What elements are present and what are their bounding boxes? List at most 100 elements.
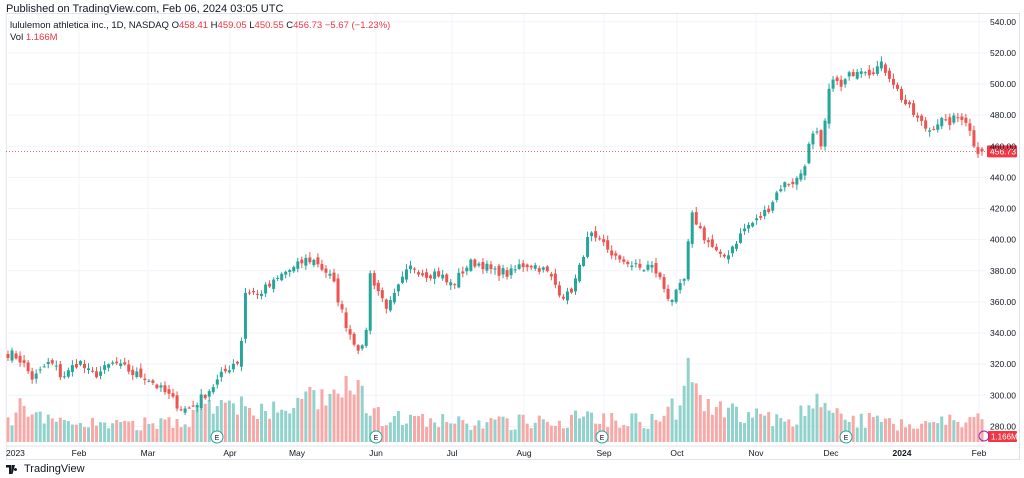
volume-bar bbox=[147, 423, 151, 442]
volume-bar bbox=[521, 414, 525, 442]
candle-body bbox=[666, 288, 670, 299]
candle-body bbox=[368, 273, 372, 331]
candle-body bbox=[380, 290, 384, 299]
candle-body bbox=[706, 240, 710, 243]
candle-body bbox=[545, 266, 549, 272]
legend-volume-label[interactable]: Vol bbox=[10, 32, 24, 43]
candle-body bbox=[26, 362, 30, 372]
candle-body bbox=[473, 259, 477, 267]
candle-body bbox=[630, 265, 634, 268]
candle-body bbox=[916, 115, 920, 118]
candle-body bbox=[730, 246, 734, 254]
candle-body bbox=[718, 251, 722, 254]
volume-bar bbox=[505, 418, 509, 442]
candle-body bbox=[360, 345, 364, 349]
volume-bar bbox=[417, 416, 421, 442]
candle-body bbox=[734, 243, 738, 249]
candle-body bbox=[408, 265, 412, 270]
volume-bar bbox=[537, 415, 541, 442]
candle-body bbox=[54, 365, 58, 367]
legend-close-value: 456.73 bbox=[293, 20, 323, 31]
volume-bar bbox=[517, 414, 521, 442]
volume-bar bbox=[392, 415, 396, 442]
candle-body bbox=[891, 78, 895, 85]
candle-body bbox=[851, 72, 855, 76]
candle-body bbox=[537, 268, 541, 272]
volume-bar bbox=[465, 423, 469, 442]
volume-bar bbox=[348, 390, 352, 442]
volume-bar bbox=[159, 418, 163, 442]
tradingview-logo-icon[interactable] bbox=[6, 464, 20, 474]
volume-bar bbox=[980, 419, 984, 442]
volume-bar bbox=[91, 417, 95, 442]
volume-bar bbox=[296, 397, 300, 442]
candle-body bbox=[908, 102, 912, 105]
volume-bar bbox=[469, 429, 473, 442]
volume-bar bbox=[131, 420, 135, 442]
published-caption: Published on TradingView.com, Feb 06, 20… bbox=[6, 3, 284, 15]
volume-bar bbox=[425, 426, 429, 442]
candle-body bbox=[739, 233, 743, 243]
volume-bar bbox=[710, 414, 714, 442]
footer-brand[interactable]: TradingView bbox=[24, 463, 85, 475]
volume-bar bbox=[747, 412, 751, 442]
volume-bar bbox=[207, 400, 211, 442]
candle-body bbox=[211, 387, 215, 393]
last-price-label: 456.73 bbox=[990, 146, 1016, 156]
candle-body bbox=[268, 283, 272, 287]
candle-body bbox=[887, 70, 891, 79]
candle-body bbox=[763, 209, 767, 217]
x-tick-label: 2023 bbox=[6, 448, 25, 458]
volume-bar bbox=[22, 405, 26, 442]
volume-bar bbox=[634, 413, 638, 442]
volume-bar bbox=[573, 410, 577, 442]
y-tick-label: 400.00 bbox=[990, 235, 1016, 245]
candle-body bbox=[400, 276, 404, 283]
candle-body bbox=[904, 99, 908, 105]
candle-body bbox=[606, 240, 610, 250]
candle-body bbox=[863, 72, 867, 74]
volume-bar bbox=[30, 414, 34, 442]
volume-bar bbox=[396, 411, 400, 442]
volume-bar bbox=[119, 421, 123, 442]
candle-body bbox=[767, 208, 771, 213]
candle-body bbox=[396, 284, 400, 292]
volume-bar bbox=[86, 427, 90, 442]
volume-bar bbox=[940, 416, 944, 442]
y-tick-label: 420.00 bbox=[990, 204, 1016, 214]
legend-volume-value: 1.166M bbox=[25, 32, 58, 43]
volume-bar bbox=[722, 417, 726, 442]
candle-body bbox=[646, 264, 650, 270]
last-price-tag bbox=[987, 145, 1017, 158]
earnings-marker: E bbox=[595, 430, 609, 444]
volume-bar bbox=[690, 382, 694, 442]
volume-bar bbox=[666, 406, 670, 442]
candle-body bbox=[10, 350, 14, 361]
volume-bar bbox=[533, 422, 537, 442]
candle-body bbox=[18, 355, 22, 363]
volume-bar bbox=[726, 407, 730, 442]
candle-body bbox=[839, 79, 843, 87]
legend-symbol[interactable]: lululemon athletica inc., 1D, NASDAQ bbox=[10, 20, 169, 31]
candle-body bbox=[62, 376, 66, 378]
candle-body bbox=[22, 360, 26, 363]
volume-bar bbox=[264, 411, 268, 442]
candle-body bbox=[183, 408, 187, 413]
volume-bar bbox=[139, 430, 143, 442]
volume-bar bbox=[630, 413, 634, 442]
candle-body bbox=[167, 389, 171, 394]
volume-bar bbox=[360, 385, 364, 442]
y-tick-label: 480.00 bbox=[990, 110, 1016, 120]
candle-body bbox=[312, 259, 316, 266]
candle-body bbox=[912, 103, 916, 115]
earnings-marker-badge bbox=[839, 430, 853, 444]
chart-grid bbox=[5, 14, 986, 447]
volume-bar bbox=[388, 422, 392, 442]
volume-bar bbox=[95, 425, 99, 442]
volume-bar bbox=[372, 408, 376, 442]
x-tick-label: Nov bbox=[748, 448, 764, 458]
volume-bar bbox=[445, 422, 449, 442]
volume-bar bbox=[819, 407, 823, 442]
candle-body bbox=[457, 272, 461, 288]
